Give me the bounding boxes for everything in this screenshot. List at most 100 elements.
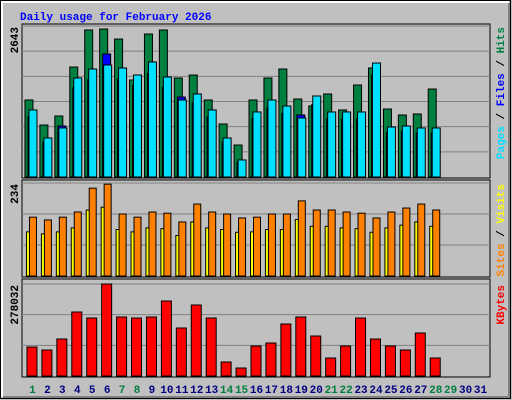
bar (160, 300, 172, 377)
bar (386, 126, 396, 178)
x-tick-label: 5 (89, 385, 96, 397)
bar (131, 317, 143, 377)
x-tick-label: 9 (149, 385, 156, 397)
bar (208, 211, 217, 277)
x-tick-label: 8 (134, 385, 141, 397)
x-tick-label: 15 (235, 385, 249, 397)
bar (342, 211, 351, 277)
bar (327, 111, 337, 178)
bar (175, 327, 187, 377)
bar (297, 200, 306, 277)
x-tick-label: 23 (354, 385, 368, 397)
legend-entry: Visits (496, 184, 508, 224)
bar (58, 127, 68, 178)
bar (282, 213, 291, 277)
x-tick-label: 13 (205, 385, 219, 397)
bar (88, 68, 98, 178)
bar (414, 332, 426, 377)
bar (280, 323, 292, 377)
bar (252, 111, 262, 178)
bar (207, 109, 217, 178)
bar (103, 183, 112, 277)
x-tick-label: 20 (310, 385, 323, 397)
bar (193, 203, 202, 277)
bar (327, 209, 336, 277)
bar (101, 283, 113, 377)
x-tick-label: 29 (444, 385, 457, 397)
bar (342, 111, 352, 178)
bar (162, 76, 172, 178)
legend-entry: Hits (496, 27, 508, 53)
bar (73, 211, 82, 277)
bar (387, 211, 396, 277)
x-tick-label: 19 (295, 385, 308, 397)
legend: Sites / Visits (496, 184, 508, 276)
bar (237, 159, 247, 178)
bar (355, 317, 367, 377)
bar (133, 74, 143, 178)
legend-entry: KBytes (496, 285, 508, 325)
bar (73, 77, 83, 178)
bar (28, 109, 38, 178)
y-tick-label: 2643 (10, 27, 22, 54)
bar (235, 367, 247, 377)
bar (190, 304, 202, 377)
bar (250, 345, 262, 377)
bar (371, 62, 381, 178)
x-tick-label: 6 (104, 385, 111, 397)
legend: Pages / Files / Hits (496, 27, 508, 159)
x-tick-label: 16 (250, 385, 263, 397)
bar (357, 212, 366, 277)
x-tick-label: 24 (369, 385, 383, 397)
bar (429, 357, 441, 377)
bar (148, 211, 157, 277)
bar (43, 137, 53, 178)
x-tick-label: 22 (340, 385, 353, 397)
x-tick-label: 21 (325, 385, 339, 397)
bar (416, 127, 426, 178)
bar (265, 342, 277, 377)
x-tick-label: 17 (265, 385, 278, 397)
bar (56, 338, 68, 377)
y-tick-label: 278032 (10, 285, 22, 325)
bevel-dark (3, 3, 510, 398)
bar (88, 187, 97, 277)
legend-entry: Sites (496, 243, 508, 276)
bar (297, 117, 307, 178)
bar (402, 207, 411, 277)
bar (384, 345, 396, 377)
bar (178, 221, 187, 277)
legend-separator: / (496, 53, 508, 73)
x-tick-label: 4 (74, 385, 81, 397)
legend-entry: Pages (496, 126, 508, 159)
bar (340, 345, 352, 377)
y-tick-label: 234 (10, 184, 22, 204)
legend-separator: / (496, 224, 508, 244)
bar (177, 99, 187, 178)
x-tick-label: 28 (429, 385, 443, 397)
x-tick-label: 14 (220, 385, 234, 397)
bar (43, 219, 52, 277)
legend-separator: / (496, 106, 508, 126)
bar (145, 316, 157, 377)
x-tick-label: 1 (29, 385, 36, 397)
bar (222, 137, 232, 178)
bar (325, 357, 337, 377)
bar (431, 127, 441, 178)
bar (220, 361, 232, 377)
bar (312, 95, 322, 178)
bar (86, 317, 98, 377)
bar (369, 338, 381, 377)
bar (399, 349, 411, 377)
bar (282, 105, 292, 178)
x-tick-label: 10 (160, 385, 173, 397)
bar (401, 125, 411, 178)
bar (223, 213, 232, 277)
x-tick-label: 18 (280, 385, 294, 397)
x-tick-label: 11 (175, 385, 189, 397)
x-tick-label: 30 (459, 385, 472, 397)
bar (192, 93, 202, 178)
